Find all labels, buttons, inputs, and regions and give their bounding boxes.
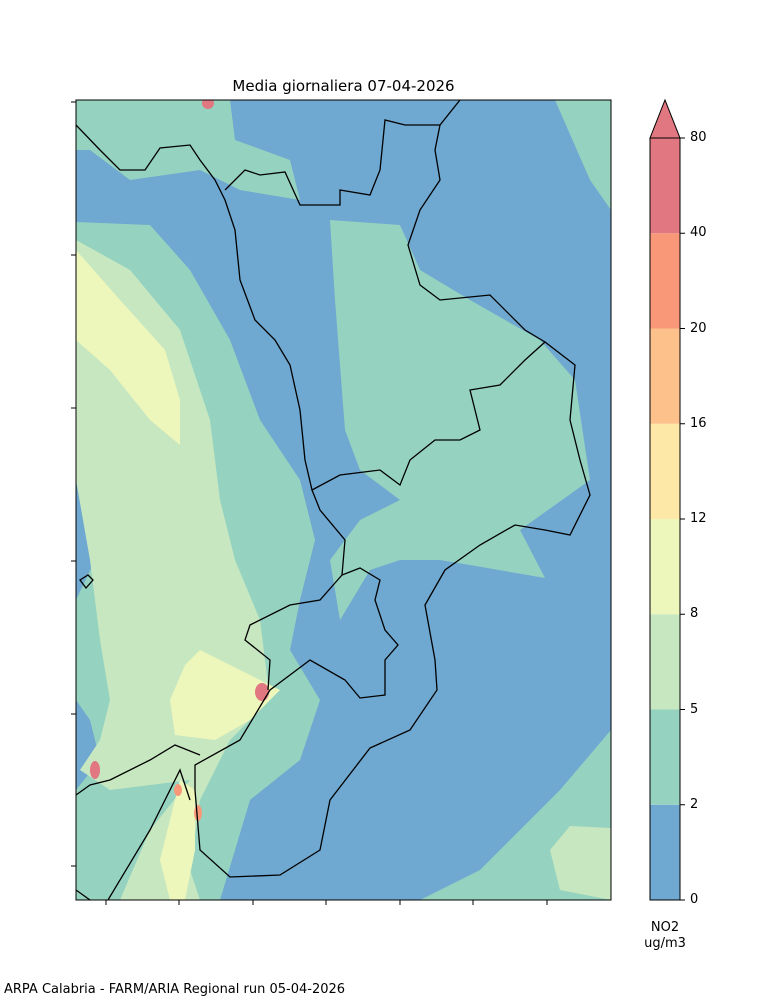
colorbar-segment bbox=[650, 614, 680, 710]
colorbar-segment bbox=[650, 709, 680, 805]
map-frame bbox=[75, 99, 612, 901]
axis-ticks bbox=[71, 101, 548, 905]
colorbar-segment bbox=[650, 233, 680, 329]
coastline bbox=[76, 100, 591, 900]
level-8-12-west bbox=[76, 250, 180, 445]
colorbar-unit: ug/m3 bbox=[644, 936, 686, 951]
colorbar-tick-label: 16 bbox=[690, 415, 707, 431]
colorbar-segment bbox=[650, 328, 680, 424]
colorbar-segment bbox=[650, 138, 680, 234]
colorbar-tick-label: 0 bbox=[690, 892, 699, 907]
colorbar bbox=[649, 98, 685, 901]
colorbar-variable: NO2 bbox=[650, 920, 680, 935]
colorbar-segment bbox=[650, 519, 680, 615]
colorbar-label: NO2 ug/m3 bbox=[625, 920, 705, 952]
level-8-12-south bbox=[170, 650, 280, 740]
hotspot-1 bbox=[255, 683, 269, 701]
colorbar-tick-label: 80 bbox=[690, 130, 707, 145]
colorbar-tick-label: 8 bbox=[690, 606, 699, 622]
colorbar-extend-arrow bbox=[649, 98, 681, 139]
colorbar-tick-label: 12 bbox=[690, 511, 707, 526]
level-2-5-north bbox=[76, 100, 300, 200]
level-2-5-center bbox=[330, 220, 590, 620]
footer-credit: ARPA Calabria - FARM/ARIA Regional run 0… bbox=[4, 982, 346, 997]
level-5-8-se bbox=[550, 826, 611, 900]
colorbar-tick-label: 2 bbox=[690, 796, 699, 812]
colorbar-tick-label: 5 bbox=[690, 701, 699, 717]
level-8-12-strip bbox=[160, 780, 195, 900]
map-title: Media giornaliera 07-04-2026 bbox=[232, 77, 455, 95]
colorbar-segment bbox=[650, 423, 680, 519]
hotspot-5 bbox=[202, 100, 214, 109]
colorbar-segment bbox=[650, 804, 680, 900]
hotspot-2 bbox=[90, 761, 100, 779]
level-2-5-east bbox=[555, 100, 611, 210]
concentration-field bbox=[76, 100, 611, 900]
colorbar-tick-label: 20 bbox=[690, 320, 707, 336]
colorbar-tick-label: 40 bbox=[690, 225, 707, 241]
hotspot-3 bbox=[174, 784, 182, 796]
